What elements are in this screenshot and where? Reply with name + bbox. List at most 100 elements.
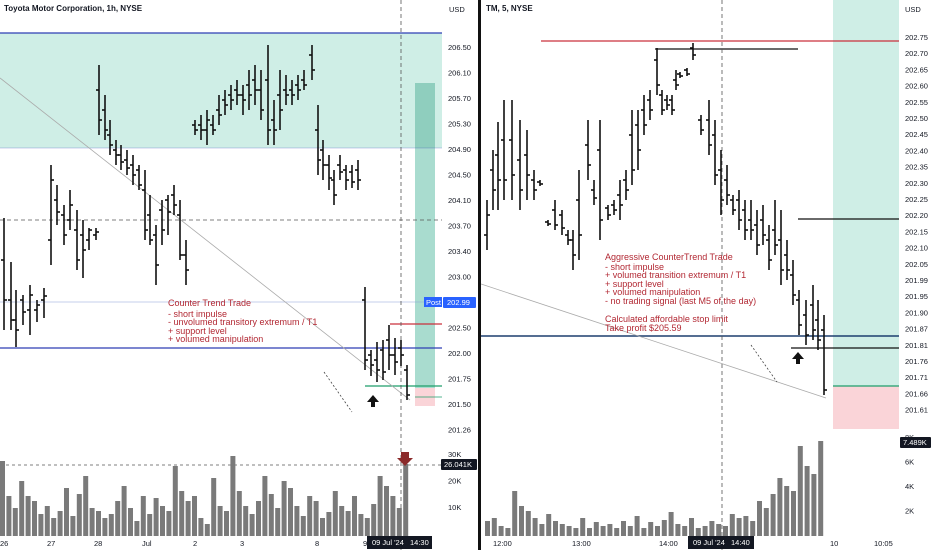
price-bar bbox=[362, 287, 368, 370]
chart-pane-right[interactable]: Aggressive CounterTrend Trade - short im… bbox=[481, 0, 932, 550]
price-tick-label: 201.75 bbox=[448, 375, 471, 384]
chart-canvas-right[interactable]: Aggressive CounterTrend Trade - short im… bbox=[481, 0, 932, 550]
volume-bar bbox=[185, 501, 191, 536]
price-bar bbox=[222, 90, 228, 115]
price-ticks-right: 202.75 202.70 202.65 202.60 202.55 202.50 202.… bbox=[905, 33, 928, 415]
price-bar bbox=[669, 95, 675, 115]
volume-bar bbox=[498, 526, 504, 536]
volume-bar bbox=[25, 496, 31, 536]
price-bar bbox=[664, 95, 670, 110]
volume-bar bbox=[281, 481, 287, 536]
volume-bar bbox=[716, 524, 722, 536]
price-bar bbox=[86, 228, 92, 250]
price-bar bbox=[647, 90, 653, 120]
price-bar bbox=[623, 170, 629, 200]
volume-bar bbox=[519, 506, 524, 536]
volume-value: 26.041K bbox=[444, 460, 472, 469]
price-bar bbox=[629, 110, 635, 185]
price-bar bbox=[147, 195, 153, 245]
price-bar bbox=[677, 72, 683, 78]
volume-bar bbox=[38, 514, 44, 536]
volume-ticks-left: 30K 20K 10K bbox=[448, 450, 461, 512]
volume-bar bbox=[192, 496, 197, 536]
note-line: + volumed manipulation bbox=[605, 287, 700, 297]
price-tick-label: 206.10 bbox=[448, 69, 471, 78]
cursor-clock: 14:30 bbox=[410, 538, 429, 547]
price-bar bbox=[80, 220, 86, 278]
volume-bar bbox=[230, 456, 236, 536]
price-tick-label: 201.87 bbox=[905, 325, 928, 334]
cursor-time-badge bbox=[688, 536, 754, 549]
price-tick-label: 202.40 bbox=[905, 146, 928, 155]
volume-bar bbox=[332, 491, 338, 536]
price-bar bbox=[326, 155, 332, 190]
price-bar bbox=[736, 190, 742, 230]
price-bar bbox=[545, 220, 551, 226]
price-tick-label: 20K bbox=[448, 477, 461, 486]
price-axis-left[interactable] bbox=[442, 0, 478, 550]
price-bar bbox=[283, 75, 289, 105]
price-tick-label: 201.26 bbox=[448, 426, 471, 435]
price-bar bbox=[778, 210, 784, 285]
volume-bar bbox=[791, 491, 796, 536]
volume-bar bbox=[44, 506, 50, 536]
price-bar bbox=[142, 170, 148, 240]
time-axis-right[interactable]: 12:00 13:00 14:00 10 10:05 bbox=[493, 539, 893, 548]
price-bar bbox=[790, 260, 796, 305]
stop-loss-zone bbox=[833, 386, 899, 429]
price-bar bbox=[136, 165, 142, 190]
note-line: Take profit $205.59 bbox=[605, 323, 682, 333]
price-tick-label: 201.61 bbox=[905, 406, 928, 415]
price-bar bbox=[61, 205, 67, 245]
price-bar bbox=[766, 225, 772, 270]
time-axis-left[interactable]: 26 27 28 Jul 2 3 8 9 bbox=[0, 539, 367, 548]
time-tick-label: 13:00 bbox=[572, 539, 591, 548]
price-bar bbox=[641, 95, 647, 135]
price-axis-right[interactable] bbox=[899, 0, 932, 550]
post-price: 202.99 bbox=[447, 298, 470, 307]
price-tick-label: 202.75 bbox=[905, 33, 928, 42]
price-bar bbox=[331, 170, 337, 205]
volume-bar bbox=[702, 526, 708, 536]
volume-bar bbox=[121, 486, 127, 536]
cursor-time: 09 Jul '24 bbox=[693, 538, 725, 547]
volume-bar bbox=[83, 476, 89, 536]
volume-bar bbox=[115, 501, 121, 536]
price-bar bbox=[495, 122, 501, 210]
post-badge bbox=[424, 297, 442, 307]
volume-bar bbox=[587, 528, 592, 536]
pane-divider[interactable] bbox=[478, 0, 481, 550]
take-profit-zone-overlap bbox=[415, 83, 435, 148]
volume-bar bbox=[364, 518, 370, 536]
volume-bar bbox=[553, 521, 558, 536]
volume-bar bbox=[695, 528, 701, 536]
chart-title: Toyota Motor Corporation, 1h, NYSE bbox=[4, 4, 143, 13]
price-bar bbox=[754, 210, 760, 255]
take-profit-zone bbox=[833, 0, 899, 386]
price-tick-label: 206.50 bbox=[448, 43, 471, 52]
volume-bar bbox=[668, 512, 674, 536]
volume-bar bbox=[275, 508, 281, 536]
price-bar bbox=[821, 315, 827, 395]
chart-canvas-left[interactable]: Counter Trend Trade - short impulse - un… bbox=[0, 0, 478, 550]
price-tick-label: 10K bbox=[448, 503, 461, 512]
volume-bar bbox=[153, 498, 159, 536]
volume-bar bbox=[140, 496, 146, 536]
volume-bar bbox=[729, 514, 735, 536]
volume-bar bbox=[627, 526, 633, 536]
volume-bar bbox=[371, 504, 377, 536]
price-bar bbox=[490, 150, 496, 210]
price-bar bbox=[712, 120, 718, 185]
price-bar bbox=[27, 285, 33, 335]
price-tick-label: 201.66 bbox=[905, 389, 928, 398]
note-line: Aggressive CounterTrend Trade bbox=[605, 252, 733, 262]
volume-bar bbox=[743, 516, 749, 536]
price-bar bbox=[355, 160, 361, 190]
price-tick-label: 201.71 bbox=[905, 373, 928, 382]
chart-pane-left[interactable]: Counter Trend Trade - short impulse - un… bbox=[0, 0, 478, 550]
price-tick-label: 205.30 bbox=[448, 120, 471, 129]
volume-bar bbox=[804, 466, 810, 536]
volume-bar bbox=[770, 494, 776, 536]
volume-bar bbox=[763, 508, 769, 536]
volume-bar bbox=[614, 528, 620, 536]
